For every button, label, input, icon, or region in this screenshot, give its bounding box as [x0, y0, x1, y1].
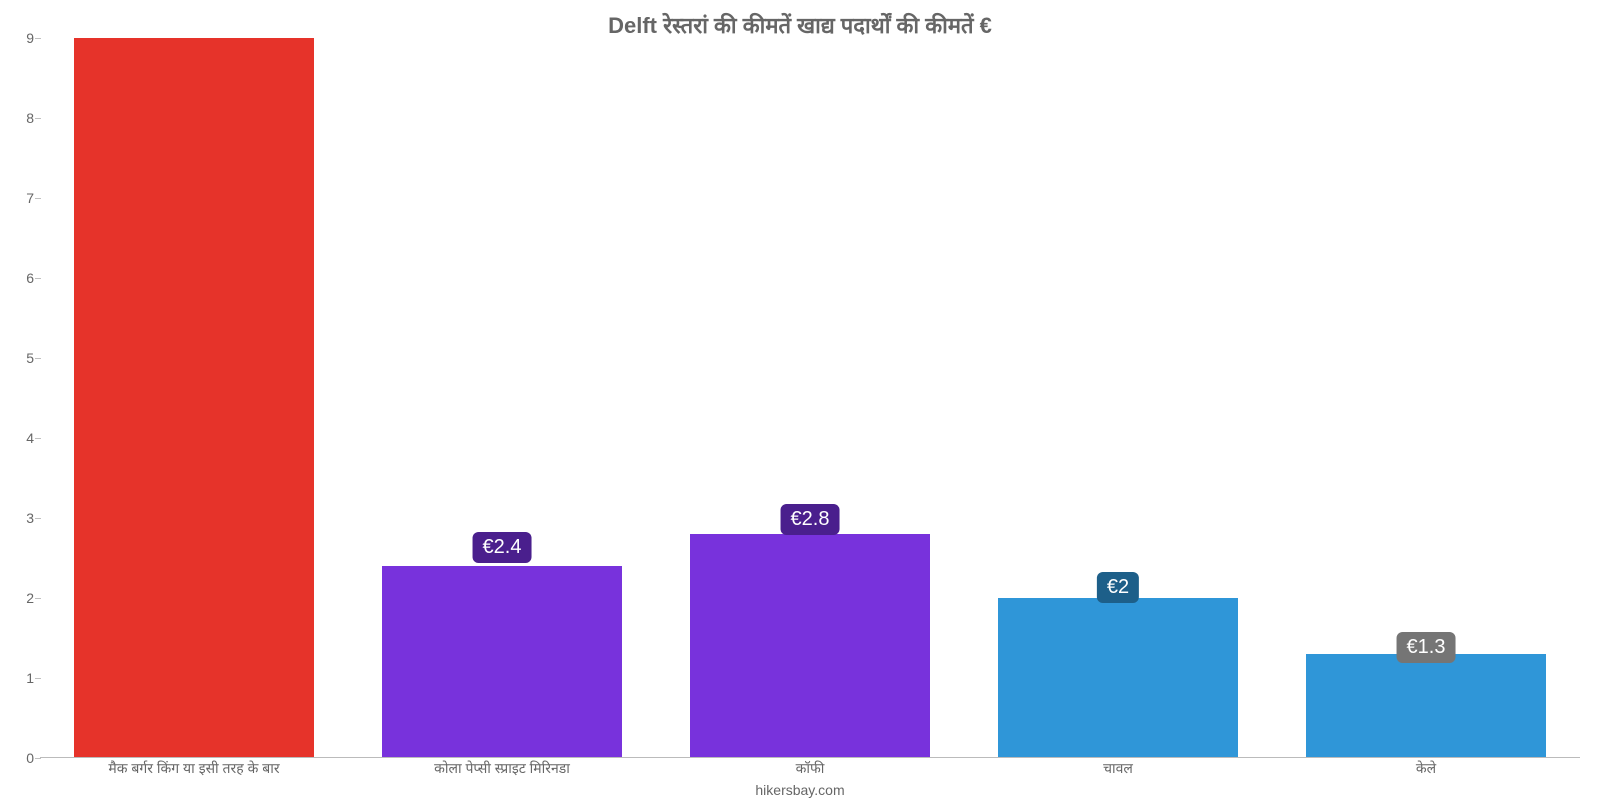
bar: €1.3 — [1306, 654, 1546, 758]
x-axis-label: मैक बर्गर किंग या इसी तरह के बार — [40, 759, 348, 778]
bar: €2.8 — [690, 534, 930, 758]
y-tick-label: 2 — [26, 590, 34, 606]
price-bar-chart: Delft रेस्तरां की कीमतें खाद्य पदार्थों … — [0, 0, 1600, 800]
y-tick-label: 0 — [26, 750, 34, 766]
y-tick-label: 4 — [26, 430, 34, 446]
y-tick-label: 6 — [26, 270, 34, 286]
x-axis-label: कोला पेप्सी स्प्राइट मिरिनडा — [348, 759, 656, 778]
y-tick-label: 3 — [26, 510, 34, 526]
x-axis-label: केले — [1272, 759, 1580, 778]
value-badge: €1.3 — [1397, 632, 1456, 663]
chart-title: Delft रेस्तरां की कीमतें खाद्य पदार्थों … — [0, 10, 1600, 40]
x-axis-baseline — [40, 757, 1580, 758]
bar-slot: €1.3 — [1272, 38, 1580, 758]
bars-container: €9 €2.4 €2.8 €2 €1.3 — [40, 38, 1580, 758]
y-tick-label: 8 — [26, 110, 34, 126]
bar: €2 — [998, 598, 1238, 758]
chart-footer: hikersbay.com — [0, 782, 1600, 798]
x-axis-label: चावल — [964, 759, 1272, 778]
x-axis-label: कॉफी — [656, 759, 964, 778]
bar: €2.4 — [382, 566, 622, 758]
bar-slot: €9 — [40, 38, 348, 758]
x-axis-labels: मैक बर्गर किंग या इसी तरह के बारकोला पेप… — [40, 759, 1580, 778]
y-tick-label: 9 — [26, 30, 34, 46]
bar: €9 — [74, 38, 314, 758]
y-tick-label: 5 — [26, 350, 34, 366]
value-badge: €2.4 — [473, 532, 532, 563]
value-badge: €2 — [1097, 572, 1139, 603]
bar-slot: €2.8 — [656, 38, 964, 758]
y-tick-label: 1 — [26, 670, 34, 686]
value-badge: €2.8 — [781, 504, 840, 535]
plot-area: €9 €2.4 €2.8 €2 €1.3 — [40, 38, 1580, 758]
y-tick-label: 7 — [26, 190, 34, 206]
bar-slot: €2.4 — [348, 38, 656, 758]
y-axis: 0123456789 — [0, 38, 40, 758]
bar-slot: €2 — [964, 38, 1272, 758]
